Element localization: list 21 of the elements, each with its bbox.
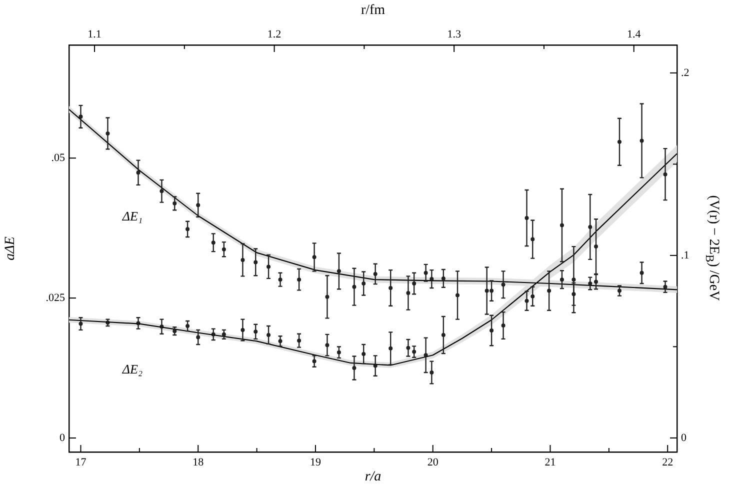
x-tick-label: 19 bbox=[310, 456, 322, 468]
x-tick-label: 18 bbox=[192, 456, 204, 468]
text: ΔE₂ bbox=[121, 362, 143, 377]
x2-tick-label: 1.3 bbox=[447, 28, 462, 40]
x2-tick-label: 1.1 bbox=[88, 28, 102, 40]
y-tick-label: 0 bbox=[60, 432, 66, 444]
y2-tick-label: .1 bbox=[681, 249, 690, 262]
x2-tick-label: 1.2 bbox=[267, 28, 282, 40]
x2-tick-label: 1.4 bbox=[626, 28, 642, 40]
x-tick-label: 20 bbox=[427, 456, 439, 468]
y-tick-label: .025 bbox=[46, 292, 66, 304]
x-tick-label: 22 bbox=[662, 456, 674, 468]
x-axis-title: r/a bbox=[364, 469, 382, 484]
x-tick-label: 21 bbox=[544, 456, 556, 468]
y2-tick-label: .2 bbox=[681, 66, 690, 79]
y-tick-label: .05 bbox=[51, 152, 66, 164]
text: ΔE₁ bbox=[121, 208, 143, 224]
x-tick-label: 17 bbox=[75, 456, 87, 468]
x2-axis-title: r/fm bbox=[360, 3, 386, 18]
y-axis-title: aΔE bbox=[3, 236, 18, 260]
y2-tick-label: 0 bbox=[681, 432, 687, 444]
